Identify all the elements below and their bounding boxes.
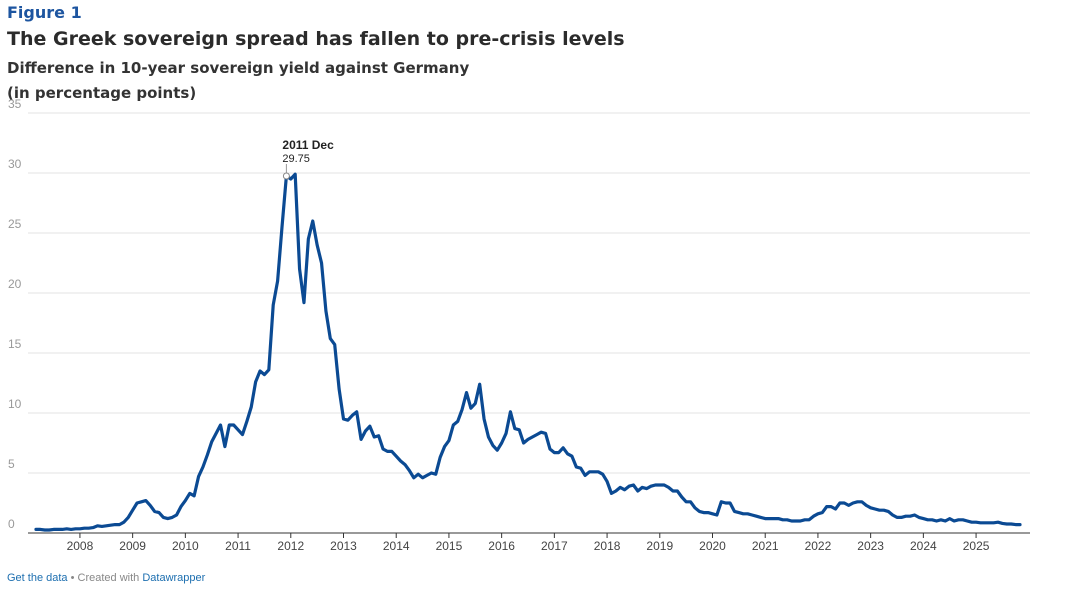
unit-note: (in percentage points) (7, 84, 197, 102)
x-tick-label: 2013 (330, 539, 357, 553)
x-tick-label: 2023 (857, 539, 884, 553)
x-tick-label: 2016 (488, 539, 515, 553)
x-tick-label: 2008 (67, 539, 94, 553)
annotation-point (282, 172, 290, 180)
x-tick-label: 2021 (752, 539, 779, 553)
y-tick-label: 10 (8, 397, 22, 411)
y-tick-label: 15 (8, 337, 22, 351)
x-tick-label: 2017 (541, 539, 568, 553)
x-tick-label: 2025 (963, 539, 990, 553)
annotation-label: 29.75 (282, 153, 310, 165)
x-tick-label: 2012 (277, 539, 304, 553)
y-tick-label: 20 (8, 277, 22, 291)
x-tick-label: 2018 (594, 539, 621, 553)
series-line (34, 172, 1022, 532)
annotation-title: 2011 Dec (282, 138, 334, 152)
y-tick-label: 25 (8, 217, 22, 231)
tool-link[interactable]: Datawrapper (142, 572, 206, 584)
data-link[interactable]: Get the data (7, 572, 68, 584)
x-tick-label: 2010 (172, 539, 199, 553)
credit: • Created with (70, 572, 140, 584)
chart-subtitle: Difference in 10-year sovereign yield ag… (7, 59, 470, 77)
y-tick-label: 0 (8, 517, 15, 531)
x-tick-label: 2014 (383, 539, 410, 553)
y-tick-label: 30 (8, 157, 22, 171)
y-tick-label: 35 (8, 97, 22, 111)
footer: Get the data • Created with Datawrapper (7, 572, 205, 584)
x-tick-label: 2019 (646, 539, 673, 553)
x-tick-label: 2020 (699, 539, 726, 553)
figure-label: Figure 1 (7, 3, 82, 22)
x-tick-label: 2024 (910, 539, 937, 553)
chart-title: The Greek sovereign spread has fallen to… (7, 28, 625, 50)
y-tick-label: 5 (8, 457, 15, 471)
x-tick-label: 2022 (805, 539, 832, 553)
x-tick-label: 2011 (225, 539, 251, 553)
x-tick-label: 2015 (436, 539, 463, 553)
x-tick-label: 2009 (119, 539, 146, 553)
